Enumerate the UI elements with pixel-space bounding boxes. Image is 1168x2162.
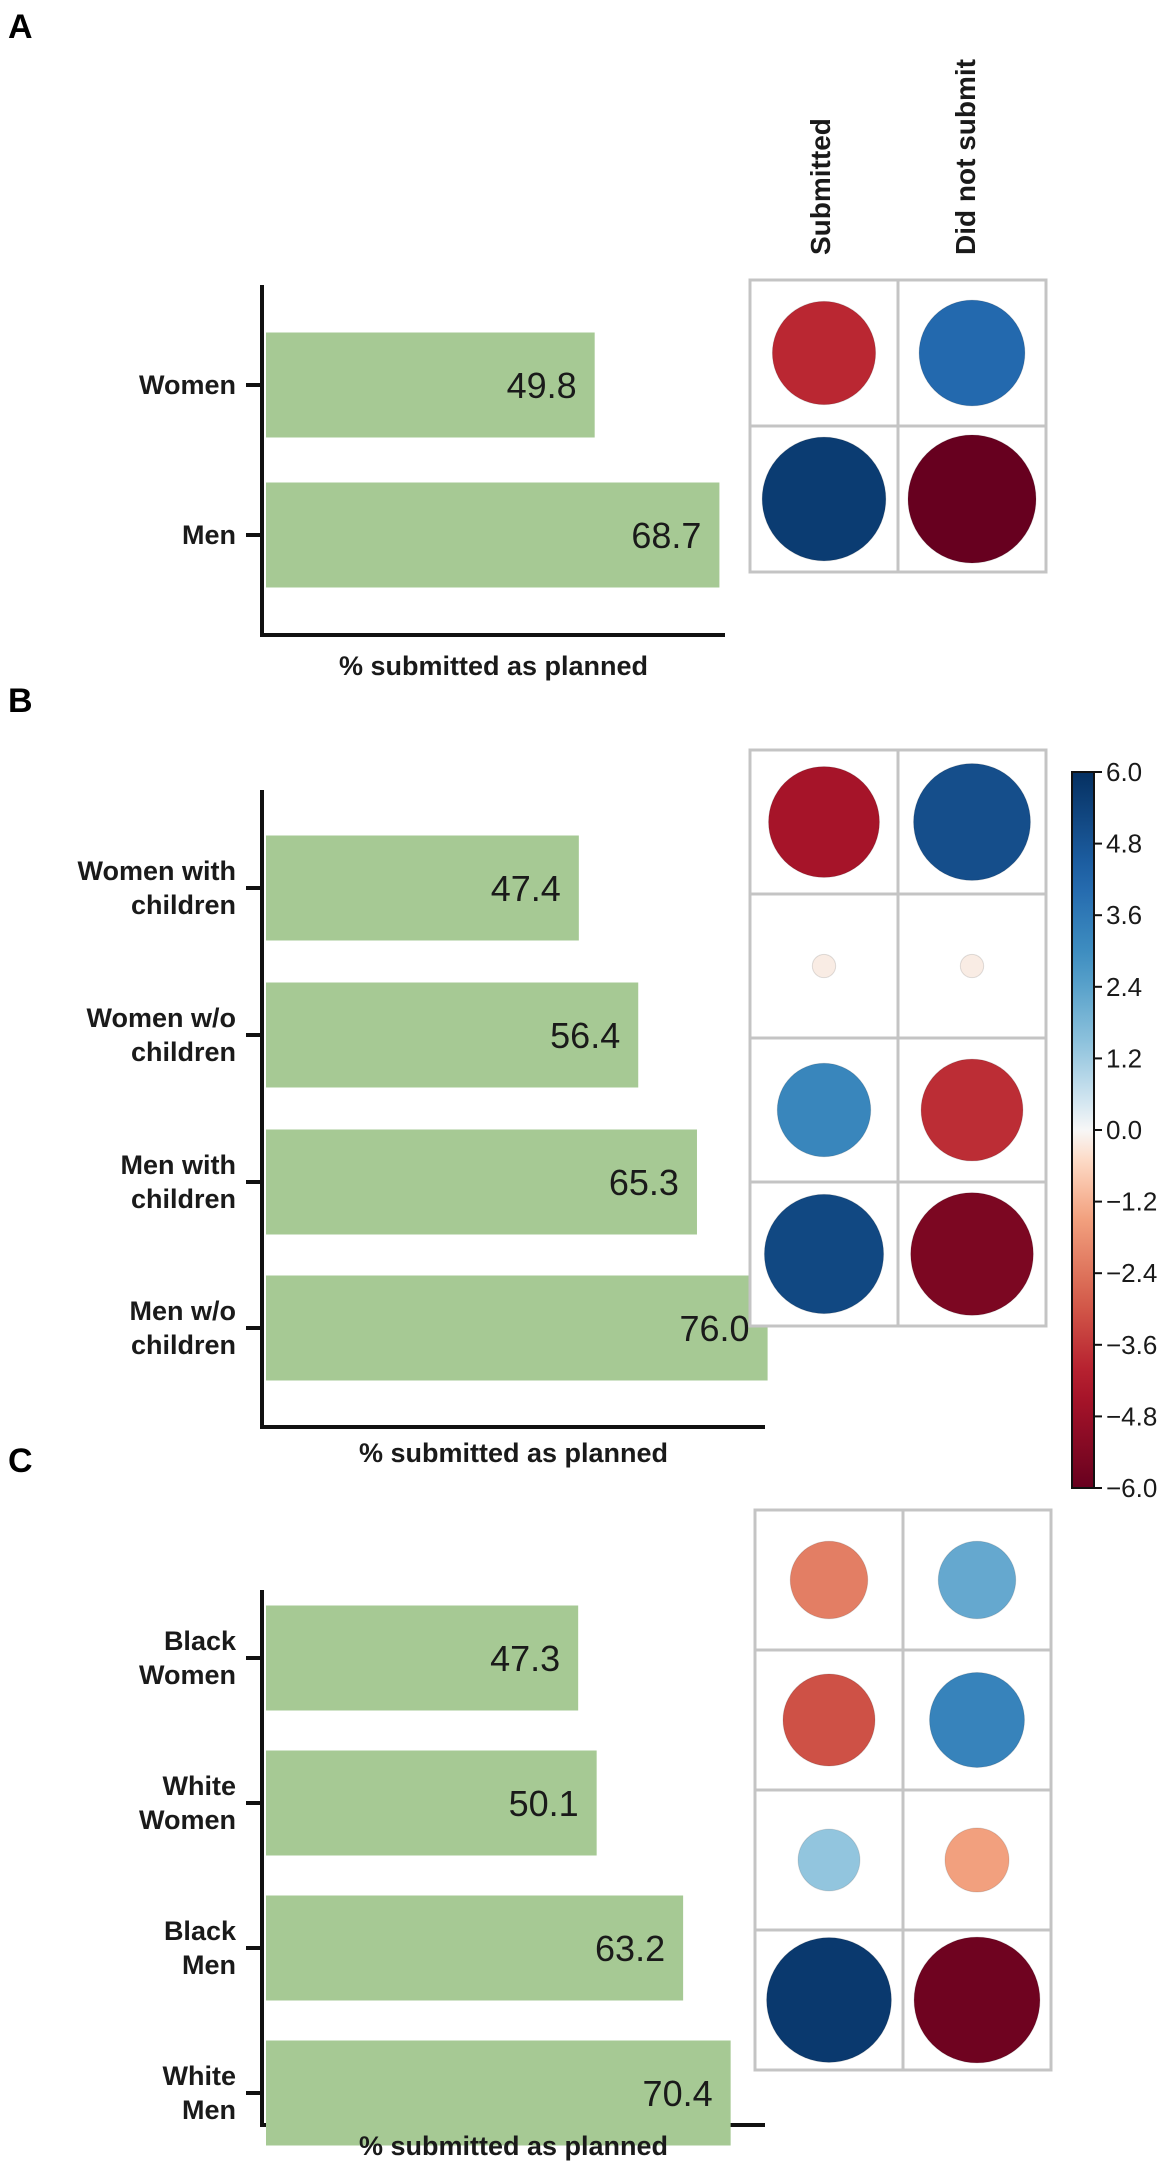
residual-circle bbox=[761, 436, 887, 562]
residual-grid-b bbox=[748, 748, 1048, 1328]
colorbar-tick-label: 4.8 bbox=[1106, 829, 1142, 859]
category-label: Men bbox=[182, 2095, 236, 2125]
residual-circle bbox=[776, 1062, 872, 1158]
residual-circle bbox=[811, 953, 837, 979]
colorbar-tick-label: 6.0 bbox=[1106, 757, 1142, 787]
category-label: Women bbox=[139, 370, 236, 400]
bar-value-label: 47.3 bbox=[490, 1638, 560, 1679]
residual-circle bbox=[929, 1672, 1025, 1768]
colorbar-gradient bbox=[1071, 771, 1095, 1489]
column-header-did-not-submit: Did not submit bbox=[950, 59, 981, 255]
bar-value-label: 56.4 bbox=[550, 1015, 620, 1056]
colorbar-tick-label: −2.4 bbox=[1106, 1258, 1157, 1288]
bar-chart-a: 49.8 Women 68.7 Men % submitted as planned bbox=[139, 285, 725, 681]
category-label: children bbox=[131, 890, 236, 920]
residual-circle bbox=[782, 1673, 876, 1767]
category-label: Men w/o bbox=[130, 1296, 237, 1326]
colorbar-tick-label: 0.0 bbox=[1106, 1115, 1142, 1145]
bar-value-label: 47.4 bbox=[491, 868, 561, 909]
bar-value-label: 76.0 bbox=[680, 1308, 750, 1349]
bar bbox=[266, 482, 720, 588]
category-label: White bbox=[163, 2061, 237, 2091]
residual-circle bbox=[768, 766, 880, 878]
bar-value-label: 68.7 bbox=[631, 515, 701, 556]
bar-value-label: 50.1 bbox=[509, 1783, 579, 1824]
residual-grid-c bbox=[753, 1508, 1053, 2072]
bar bbox=[266, 332, 595, 438]
bar bbox=[266, 1750, 597, 1856]
bar bbox=[266, 835, 579, 941]
residual-circle bbox=[763, 1193, 885, 1315]
residual-circle bbox=[771, 300, 877, 406]
residual-circle bbox=[944, 1827, 1010, 1893]
colorbar-tick-label: −4.8 bbox=[1106, 1401, 1157, 1431]
bar-value-label: 63.2 bbox=[595, 1928, 665, 1969]
category-label: Men bbox=[182, 520, 236, 550]
bar bbox=[266, 1895, 684, 2001]
category-label: White bbox=[163, 1771, 237, 1801]
x-axis-title: % submitted as planned bbox=[359, 1438, 668, 1468]
colorbar-tick-label: −6.0 bbox=[1106, 1473, 1157, 1503]
category-label: children bbox=[131, 1037, 236, 1067]
x-axis-title: % submitted as planned bbox=[339, 651, 648, 681]
residual-circle bbox=[913, 763, 1031, 881]
colorbar: 6.0 4.8 3.6 2.4 1.2 0.0 −1.2 −2.4 −3.6 −4.8 −6.0 bbox=[1071, 757, 1157, 1503]
category-label: Women bbox=[139, 1660, 236, 1690]
category-label: Men with bbox=[121, 1150, 237, 1180]
residual-circle bbox=[920, 1058, 1024, 1162]
colorbar-tick-label: −1.2 bbox=[1106, 1187, 1157, 1217]
colorbar-tick-label: 2.4 bbox=[1106, 972, 1142, 1002]
bar bbox=[266, 1605, 579, 1711]
residual-circle bbox=[910, 1192, 1034, 1316]
colorbar-tick-label: −3.6 bbox=[1106, 1330, 1157, 1360]
colorbar-tick-label: 3.6 bbox=[1106, 900, 1142, 930]
x-axis-title: % submitted as planned bbox=[359, 2131, 668, 2161]
residual-circle bbox=[913, 1936, 1041, 2064]
bar bbox=[266, 1275, 768, 1381]
bar bbox=[266, 2040, 731, 2146]
residual-circle bbox=[797, 1828, 861, 1892]
category-label: Black bbox=[164, 1916, 237, 1946]
category-label: children bbox=[131, 1330, 236, 1360]
bar-chart-b: 47.4 Women with children 56.4 Women w/o child… bbox=[78, 790, 768, 1468]
column-header-submitted: Submitted bbox=[805, 118, 836, 255]
colorbar-tick-label: 1.2 bbox=[1106, 1043, 1142, 1073]
panel-label-b: B bbox=[8, 682, 33, 720]
residual-grid-a bbox=[748, 278, 1048, 574]
residual-circle bbox=[937, 1540, 1017, 1620]
residual-circle bbox=[789, 1540, 869, 1620]
residual-circle bbox=[959, 953, 985, 979]
bar-value-label: 65.3 bbox=[609, 1162, 679, 1203]
panel-label-a: A bbox=[8, 8, 33, 46]
category-label: Women bbox=[139, 1805, 236, 1835]
residual-circle bbox=[907, 434, 1037, 564]
residual-circle bbox=[918, 299, 1026, 407]
category-label: Men bbox=[182, 1950, 236, 1980]
category-label: children bbox=[131, 1184, 236, 1214]
category-label: Women with bbox=[78, 856, 237, 886]
bar-value-label: 49.8 bbox=[507, 365, 577, 406]
category-label: Black bbox=[164, 1626, 237, 1656]
bar bbox=[266, 1129, 697, 1235]
bar bbox=[266, 982, 639, 1088]
bar-value-label: 70.4 bbox=[643, 2073, 713, 2114]
bar-chart-c: 47.3 Black Women 50.1 White Women 63.2 Black Men… bbox=[139, 1590, 765, 2161]
residual-circle bbox=[766, 1937, 892, 2063]
category-label: Women w/o bbox=[86, 1003, 236, 1033]
panel-label-c: C bbox=[8, 1442, 33, 1480]
